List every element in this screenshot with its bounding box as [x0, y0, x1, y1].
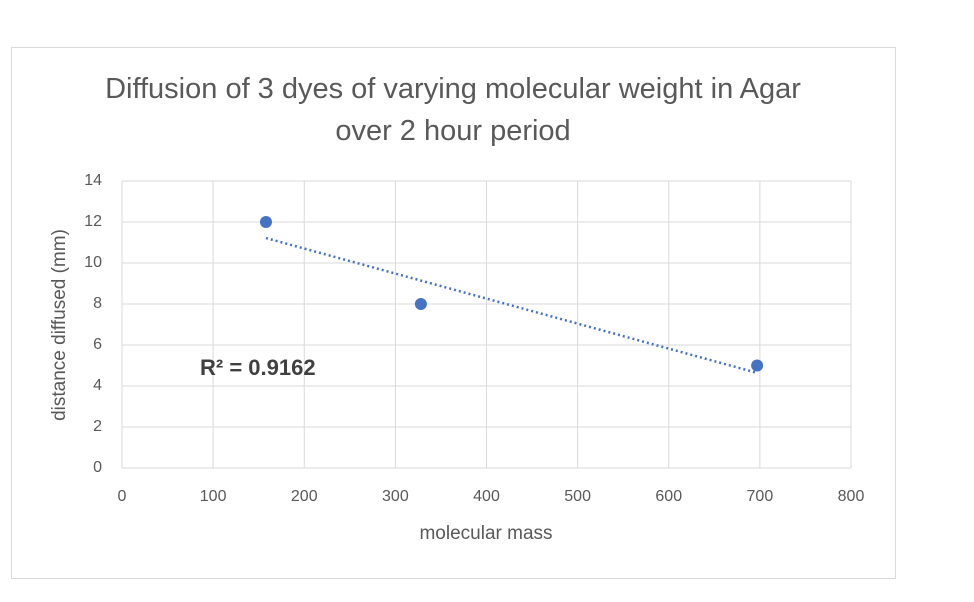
y-tick-label: 4 [93, 377, 102, 394]
x-tick-label: 300 [382, 488, 409, 505]
y-axis-label: distance diffused (mm) [49, 229, 70, 421]
trendline-annotation: R² = 0.9162 [200, 355, 316, 380]
point [259, 216, 272, 228]
x-tick-label: 700 [747, 488, 774, 505]
x-tick-label: 600 [655, 488, 682, 505]
y-tick-label: 0 [93, 459, 102, 476]
point [751, 359, 764, 372]
y-tick-label: 6 [93, 336, 102, 353]
y-tick-label: 14 [84, 172, 102, 189]
y-tick-label: 12 [84, 213, 102, 230]
y-tick-label: 10 [84, 254, 102, 271]
x-axis-label: molecular mass [419, 523, 552, 544]
chart-border [11, 47, 896, 579]
x-tick-label: 500 [564, 488, 591, 505]
x-tick-label: 200 [291, 488, 318, 505]
chart-title: Diffusion of 3 dyes of varying molecular… [105, 73, 801, 147]
x-tick-label: 800 [838, 488, 865, 505]
x-tick-label: 0 [118, 488, 127, 505]
y-tick-label: 2 [93, 418, 102, 435]
y-tick-label: 8 [93, 295, 102, 312]
x-tick-label: 100 [200, 488, 227, 505]
x-tick-label: 400 [473, 488, 500, 505]
point [414, 298, 427, 310]
